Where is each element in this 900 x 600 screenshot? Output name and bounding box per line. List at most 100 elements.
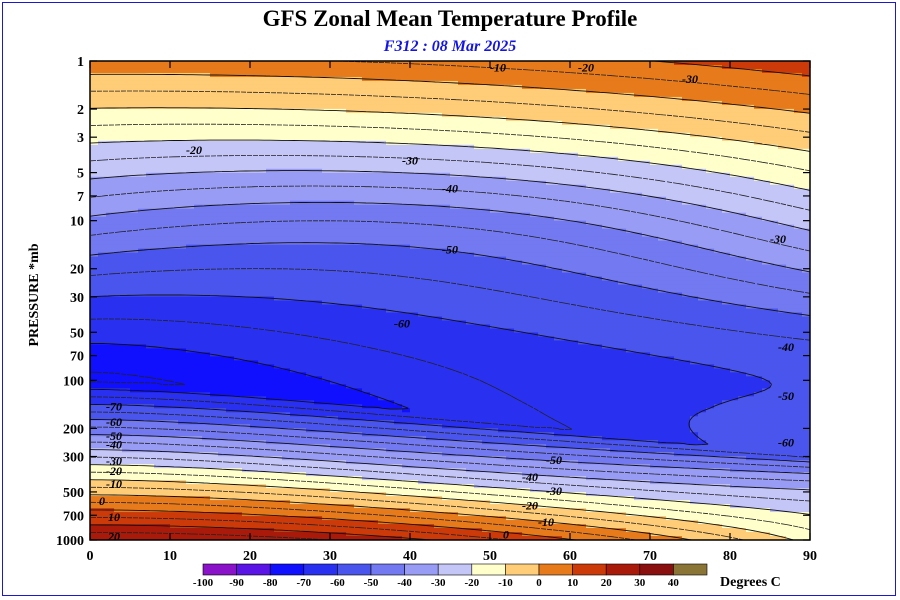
contour-label: -40 (106, 437, 122, 451)
contour-fill-cell (410, 244, 699, 250)
contour-fill-cell (698, 432, 810, 437)
contour-fill-cell (90, 264, 547, 270)
contour-fill-cell (90, 468, 243, 473)
contour-fill-cell (90, 240, 683, 246)
contour-fill-cell (90, 224, 603, 230)
contour-fill-cell (154, 404, 363, 409)
contour-fill-cell (234, 356, 675, 361)
contour-fill-cell (90, 108, 347, 114)
contour-fill-cell (626, 512, 810, 517)
colorbar-swatch (303, 563, 338, 576)
contour-label: -10 (538, 515, 554, 529)
contour-label: -50 (778, 389, 794, 403)
contour-fill-cell (90, 496, 211, 501)
y-tick-label: 50 (70, 326, 84, 341)
contour-fill-cell (690, 132, 810, 138)
y-tick-label: 2 (77, 103, 84, 118)
contour-fill-cell (578, 340, 810, 346)
contour-fill-cell (690, 360, 810, 365)
y-tick-label: 300 (63, 451, 84, 466)
contour-fill-cell (506, 116, 810, 122)
x-tick-label: 10 (163, 549, 177, 564)
contour-fill-cell (90, 100, 723, 106)
contour-fill-cell (90, 84, 523, 90)
contour-fill-cell (370, 392, 755, 397)
contour-fill-cell (714, 248, 810, 254)
colorbar-tick-label: 30 (634, 577, 646, 589)
contour-fill-cell (90, 300, 323, 306)
contour-fill-cell (506, 256, 747, 262)
contour-fill-cell (386, 140, 755, 146)
contour-fill-cell (90, 404, 155, 409)
x-tick-label: 20 (243, 549, 257, 564)
contour-fill-cell (666, 516, 810, 521)
contour-lines (90, 61, 810, 540)
contour-fill-cell (458, 512, 627, 517)
contour-fill-cell (90, 276, 603, 282)
contour-fill-cell (90, 440, 267, 445)
contour-fill-cell (674, 356, 810, 361)
contour-fill-cell (90, 116, 507, 122)
contour-label: -40 (522, 470, 538, 484)
colorbar-swatch (337, 563, 372, 576)
contour-fill-cell (418, 312, 803, 318)
contour-fill-cell (546, 520, 699, 525)
contour-fill-cell (90, 416, 339, 421)
contour-fill-cell (90, 216, 555, 222)
contour-fill-cell (90, 196, 667, 202)
contour-label: -40 (778, 340, 794, 354)
contour-fill-cell (98, 252, 475, 258)
contour-fill-cell (450, 248, 715, 254)
contour-fill-cell (90, 448, 123, 453)
contour-fill-cell (618, 280, 810, 286)
colorbar-tick-label: 40 (668, 577, 680, 589)
contour-line-solid (90, 170, 810, 491)
colorbar-swatch (673, 563, 708, 576)
colorbar-tick-label: -100 (193, 577, 214, 589)
contour-fill-cell (90, 172, 147, 178)
contour-fill-cell (90, 392, 211, 397)
contour-fill-cell (90, 248, 139, 254)
contour-fill-cell (90, 472, 307, 477)
colorbar-tick-label: -50 (364, 577, 379, 589)
contour-fill-cell (258, 360, 691, 365)
contour-fill-cell (586, 272, 810, 278)
contour-line-solid (90, 343, 409, 410)
contour-fill-cell (562, 120, 810, 126)
contour-label: -50 (106, 429, 122, 443)
contour-fill-cell (90, 476, 363, 481)
contour-fills (90, 61, 810, 540)
contour-fill-cell (90, 444, 331, 449)
colorbar-tick-label: -70 (296, 577, 311, 589)
contour-fill-cell (754, 392, 810, 397)
contour-fill-cell (650, 352, 810, 357)
contour-fill-cell (458, 80, 810, 86)
contour-label: -40 (442, 182, 458, 196)
x-tick-label: 60 (563, 549, 577, 564)
contour-fill-cell (186, 244, 411, 250)
contour-fill-cell (354, 200, 683, 206)
contour-fill-cell (706, 168, 810, 174)
contour-fill-cell (138, 248, 451, 254)
contour-fill-cell (698, 244, 810, 250)
colorbar-swatch (572, 563, 607, 576)
contour-line-solid (90, 73, 810, 540)
contour-fill-cell (506, 176, 755, 182)
contour-fill-cell (90, 284, 643, 290)
contour-line-dashed (90, 318, 573, 430)
contour-label: -60 (394, 316, 410, 330)
contour-fill-cell (762, 216, 810, 222)
colorbar-swatch (236, 563, 271, 576)
colorbar-tick-label: -90 (229, 577, 244, 589)
contour-fill-cell (266, 396, 379, 401)
contour-fill-cell (530, 148, 810, 154)
contour-fill-cell (90, 524, 171, 529)
contour-fill-cell (90, 124, 611, 130)
contour-fill-cell (90, 512, 243, 517)
contour-fill-cell (90, 220, 587, 226)
contour-fill-cell (90, 500, 291, 505)
contour-fill-cell (266, 440, 483, 445)
contour-fill-cell (90, 144, 475, 150)
contour-fill-cell (386, 448, 611, 453)
